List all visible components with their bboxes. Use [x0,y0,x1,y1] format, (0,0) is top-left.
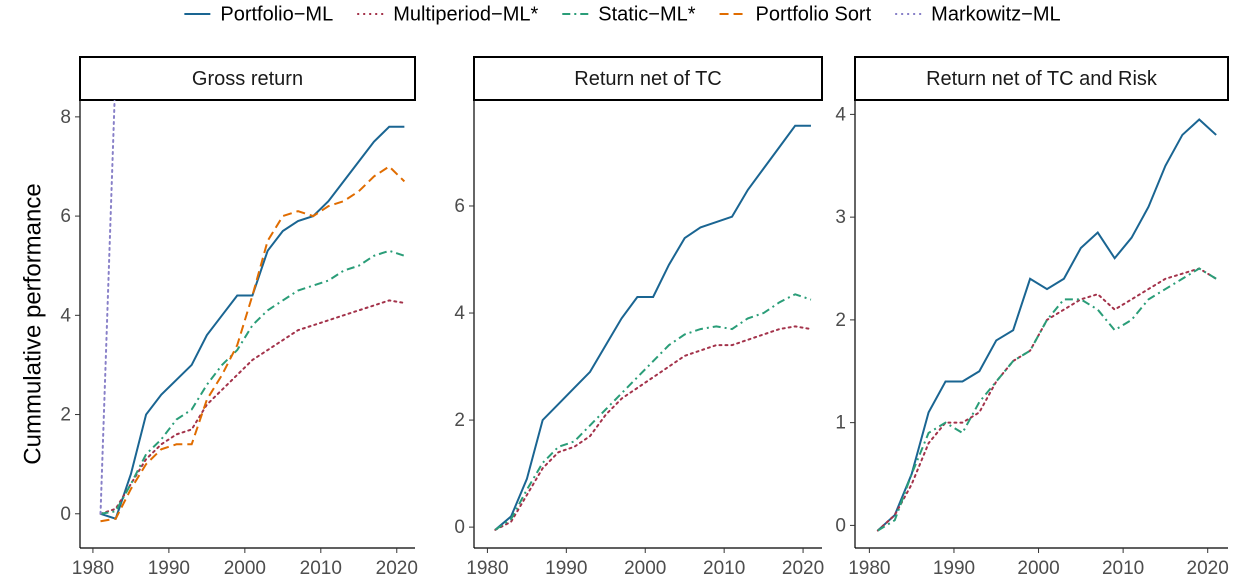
x-tick-label: 1990 [148,558,190,579]
y-tick-label: 4 [454,303,465,324]
facet-title: Gross return [192,68,303,90]
x-tick-label: 2010 [703,558,745,579]
y-tick-label: 2 [60,405,71,426]
legend-item: Static−ML* [562,3,696,25]
x-tick-label: 2020 [782,558,824,579]
x-tick-label: 2000 [224,558,266,579]
x-tick-label: 2000 [624,558,666,579]
legend-item: Multiperiod−ML* [357,3,538,25]
facet-title: Return net of TC [574,68,721,90]
x-tick-label: 2010 [1102,558,1144,579]
series-line: Multiperiod−ML* [876,267,1218,532]
legend-label: Static−ML* [598,3,695,25]
facet-title: Return net of TC and Risk [926,68,1158,90]
series-line: Portfolio−ML [877,118,1217,532]
x-tick-label: 1980 [466,558,508,579]
series-line: Markowitz−ML [99,100,116,515]
legend-label: Portfolio Sort [756,3,872,25]
y-axis-label: Cummulative performance [19,183,46,464]
x-tick-label: 2020 [1187,558,1229,579]
facet-strip [79,56,416,101]
y-tick-label: 0 [454,517,465,538]
legend-item: Portfolio Sort [719,3,872,25]
y-tick-label: 8 [60,107,71,128]
x-tick-label: 1990 [933,558,975,579]
x-tick-label: 1980 [72,558,114,579]
series-line: Portfolio Sort [100,165,406,523]
series-line: Static−ML* [877,267,1217,532]
x-tick-label: 1980 [848,558,890,579]
legend-label: Markowitz−ML [931,3,1060,25]
y-tick-label: 4 [835,104,846,125]
series-line: Portfolio−ML [494,124,811,531]
series-line: Multiperiod−ML* [99,299,406,515]
series-line: Static−ML* [100,249,405,515]
y-tick-label: 2 [454,410,465,431]
y-tick-label: 3 [835,207,846,228]
y-tick-label: 4 [60,305,71,326]
x-tick-label: 2010 [300,558,342,579]
series-line: Static−ML* [494,293,812,531]
series-line: Multiperiod−ML* [494,325,812,531]
x-tick-label: 2020 [376,558,418,579]
y-tick-label: 6 [454,196,465,217]
x-tick-label: 1990 [545,558,587,579]
y-tick-label: 6 [60,206,71,227]
legend-label: Portfolio−ML [220,3,333,25]
facet-strip [473,56,823,101]
legend-label: Multiperiod−ML* [393,3,538,25]
y-tick-label: 2 [835,310,846,331]
y-tick-label: 0 [835,515,846,536]
facet-strip [854,56,1229,101]
x-tick-label: 2000 [1017,558,1059,579]
legend-item: Markowitz−ML [895,3,1061,25]
legend-item: Portfolio−ML [184,3,333,25]
y-tick-label: 0 [60,504,71,525]
series-line: Portfolio−ML [100,125,405,520]
y-tick-label: 1 [835,413,846,434]
